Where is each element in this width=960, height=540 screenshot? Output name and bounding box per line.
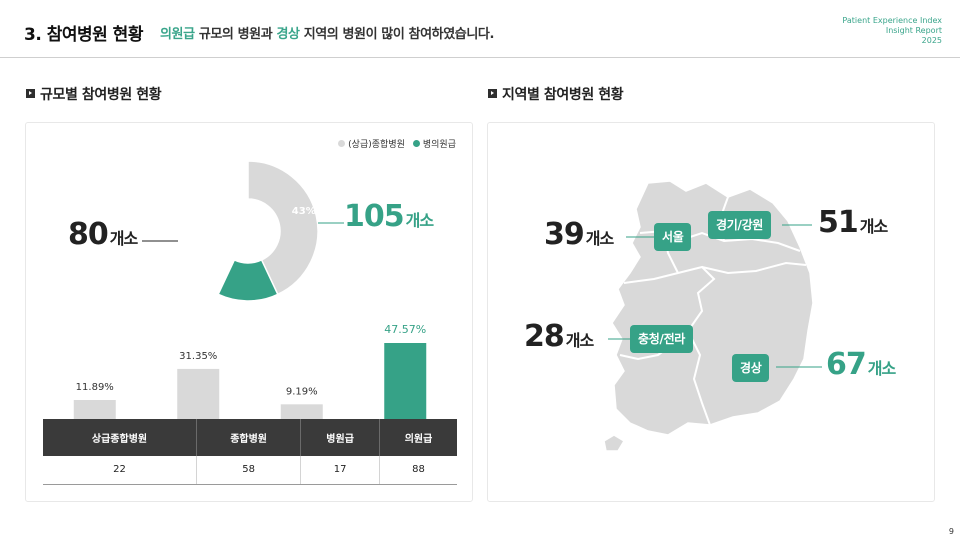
- bar: [177, 368, 220, 419]
- count-table: 상급종합병원 종합병원 병원급 의원급 22 58 17 88: [43, 419, 457, 485]
- general-hospital-count: 80 개소: [68, 217, 138, 252]
- gyeongsang-count: 67 개소: [826, 347, 896, 382]
- table-header-row: 상급종합병원 종합병원 병원급 의원급: [43, 419, 457, 456]
- size-section-title: 규모별 참여병원 현황: [26, 84, 162, 104]
- bar-value-label: 9.19%: [286, 386, 318, 397]
- legend-gray-dot: [338, 140, 346, 147]
- korea-map: [603, 180, 822, 452]
- subtitle-mid: 규모의 병원과: [194, 27, 277, 42]
- region-label-seoul: 서울: [654, 223, 692, 251]
- page-title: 3. 참여병원 현황: [24, 25, 143, 45]
- region-border-line: [623, 265, 716, 332]
- legend-green-dot: [412, 140, 420, 147]
- table-row: 22 58 17 88: [43, 456, 457, 485]
- table-cell: 58: [195, 456, 301, 485]
- bar-value-label: 11.89%: [76, 382, 114, 393]
- table-cell: 17: [300, 456, 380, 485]
- region-border-line: [687, 330, 711, 426]
- legend-clinic: 병의원급: [412, 137, 456, 150]
- region-label-chungcheong-jeolla: 충청/전라: [630, 325, 694, 353]
- gyeonggi-gangwon-count: 51 개소: [818, 205, 888, 240]
- donut-label-general-hospital: 43%: [292, 206, 316, 217]
- bar: [280, 404, 323, 419]
- report-type: Insight Report: [885, 26, 942, 35]
- table-cell: 22: [43, 456, 197, 485]
- table-header-cell: 의원급: [379, 419, 457, 456]
- report-info: Patient Experience Index Insight Report …: [742, 16, 942, 46]
- region-label-gyeonggi-gangwon: 경기/강원: [708, 211, 772, 239]
- clinic-count: 105 개소: [344, 199, 434, 234]
- bar-value-label: 31.35%: [179, 351, 217, 362]
- subtitle-accent-clinic: 의원급: [160, 27, 195, 42]
- bar-chart: 11.89% 31.35% 9.19% 47.57%: [73, 323, 427, 419]
- bullet-arrow-icon: [26, 89, 35, 98]
- bar: [384, 343, 427, 419]
- table-cell: 88: [379, 456, 457, 485]
- page-number: 9: [948, 527, 954, 536]
- subtitle-end: 지역의 병원이 많이 참여하였습니다.: [299, 27, 495, 42]
- region-panel: 서울 경기/강원 충청/전라 경상 39 개소 51 개소 28 개소 67 개소: [487, 122, 935, 502]
- subtitle-accent-region: 경상: [276, 27, 300, 42]
- page-subtitle: 의원급 규모의 병원과 경상 지역의 병원이 많이 참여하였습니다.: [160, 23, 494, 42]
- table-header-cell: 병원급: [300, 419, 380, 456]
- table-header-cell: 상급종합병원: [43, 419, 197, 456]
- donut-slice-general-hospital: [247, 160, 319, 296]
- table-header-cell: 종합병원: [195, 419, 301, 456]
- legend-general-hospital: (상급)종합병원: [338, 137, 405, 150]
- bar-value-label: 47.57%: [384, 323, 426, 336]
- region-border-line: [701, 261, 807, 275]
- region-label-gyeongsang: 경상: [732, 354, 770, 382]
- header: 3. 참여병원 현황 의원급 규모의 병원과 경상 지역의 병원이 많이 참여하…: [0, 0, 960, 58]
- region-section-title: 지역별 참여병원 현황: [488, 84, 624, 104]
- chungcheong-jeolla-count: 28 개소: [524, 319, 594, 354]
- report-year: 2025: [921, 36, 942, 45]
- seoul-count: 39 개소: [544, 217, 614, 252]
- bar: [73, 400, 116, 419]
- donut-chart: 57%43%: [142, 160, 344, 302]
- bullet-arrow-icon: [488, 89, 497, 98]
- report-name: Patient Experience Index: [842, 16, 942, 25]
- donut-legend: (상급)종합병원 병의원급: [338, 137, 456, 150]
